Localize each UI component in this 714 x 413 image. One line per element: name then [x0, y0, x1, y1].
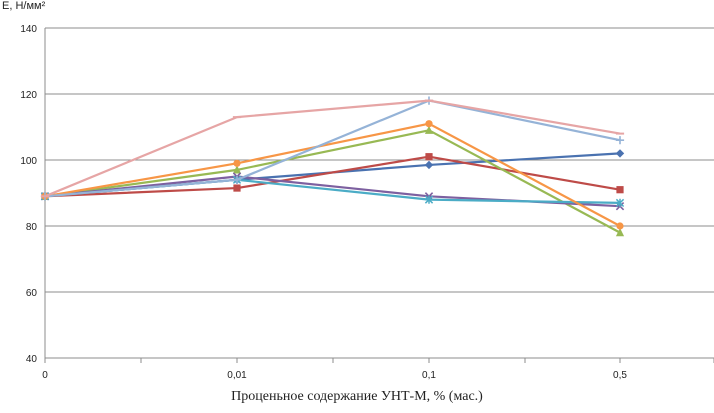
- series-line: [44, 99, 621, 198]
- series-line: [44, 129, 621, 234]
- x-tick-label: 0,5: [613, 370, 627, 381]
- data-point: [615, 228, 625, 237]
- data-point: [615, 149, 625, 158]
- y-tick-label: 80: [26, 222, 38, 233]
- series-line: [44, 99, 621, 198]
- data-point: [424, 195, 434, 204]
- x-tick-label: 0,01: [227, 370, 247, 381]
- data-point: [232, 175, 242, 184]
- y-tick-label: 60: [26, 288, 38, 299]
- data-point: [425, 153, 433, 161]
- data-point: [232, 165, 242, 174]
- y-tick-label: 120: [20, 90, 37, 101]
- y-axis-label: E, Н/мм²: [2, 0, 46, 12]
- data-point: [424, 125, 434, 134]
- x-axis-label: Проценьное содержание УНТ-М, % (мас.): [231, 389, 483, 404]
- y-tick-label: 140: [20, 24, 37, 35]
- data-point: [615, 198, 625, 208]
- data-point: [233, 159, 241, 167]
- series-line: [44, 155, 621, 198]
- data-point: [616, 222, 624, 230]
- y-tick-label: 100: [20, 156, 37, 167]
- data-point: [425, 120, 433, 128]
- x-tick-label: 0,1: [422, 370, 436, 381]
- data-point: [424, 160, 434, 170]
- series-line: [44, 122, 621, 227]
- series-line: [44, 178, 621, 204]
- x-tick-label: 0: [42, 370, 48, 381]
- y-tick-label: 40: [26, 354, 38, 365]
- data-point: [616, 186, 624, 194]
- data-point: [615, 136, 625, 145]
- data-point: [233, 184, 241, 192]
